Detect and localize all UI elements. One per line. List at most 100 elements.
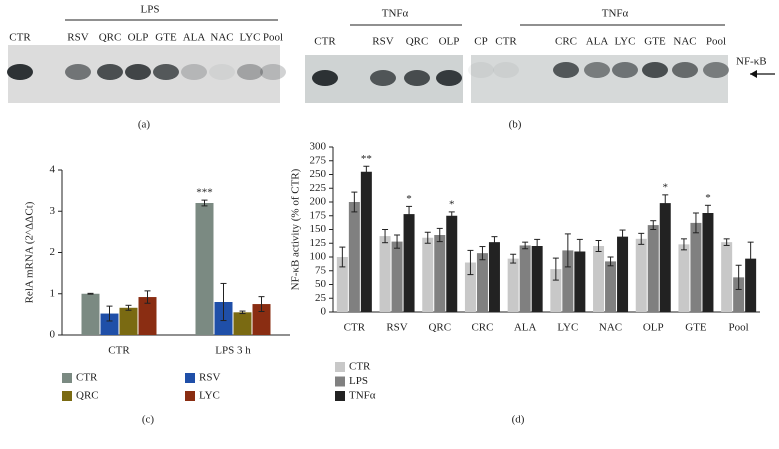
error-bar <box>735 264 742 290</box>
y-tick-label: 300 <box>310 141 327 153</box>
error-bar <box>436 227 443 243</box>
lane-label: LYC <box>615 36 636 48</box>
bar <box>690 222 702 312</box>
bar <box>507 258 519 312</box>
x-tick-label: OLP <box>643 322 664 334</box>
bar <box>647 225 659 312</box>
error-bar <box>351 191 358 213</box>
y-axis-label: RelA mRNA (2^ΔΔCt) <box>24 201 36 303</box>
gel-band <box>153 64 179 80</box>
significance-label: *** <box>196 187 213 199</box>
error-bar <box>479 246 486 261</box>
error-bar <box>339 246 346 268</box>
bar <box>403 214 415 312</box>
y-tick-label: 125 <box>310 237 327 249</box>
error-bar <box>220 282 227 322</box>
lane-label: Pool <box>263 32 283 44</box>
lane-label: GTE <box>155 32 177 44</box>
bar <box>138 297 157 335</box>
y-tick-label: 0 <box>50 329 56 341</box>
bar <box>550 269 562 312</box>
gel-band <box>436 70 462 86</box>
gel-band <box>493 62 519 78</box>
error-bar <box>201 199 208 207</box>
bar <box>195 203 214 335</box>
y-tick-label: 175 <box>310 209 327 221</box>
caption: (b) <box>509 119 522 131</box>
bar <box>574 251 586 312</box>
lane-label: ALA <box>586 36 609 48</box>
error-bar <box>87 292 94 295</box>
gel-header: TNFα <box>602 8 629 20</box>
x-tick-label: Pool <box>729 322 749 334</box>
error-bar <box>747 241 754 276</box>
lane-label: NAC <box>210 32 233 44</box>
lane-label: CTR <box>314 36 336 48</box>
error-bar <box>363 165 370 178</box>
error-bar <box>607 256 614 267</box>
error-bar <box>704 204 711 222</box>
y-tick-label: 75 <box>315 264 327 276</box>
error-bar <box>424 231 431 244</box>
gel-band <box>97 64 123 80</box>
error-bar <box>448 211 455 221</box>
legend-swatch <box>62 373 72 383</box>
significance-label: ** <box>361 153 372 165</box>
legend-label: LYC <box>199 390 220 402</box>
y-tick-label: 100 <box>310 251 327 263</box>
error-bar <box>692 212 699 234</box>
bar <box>488 242 500 312</box>
error-bar <box>510 253 517 264</box>
bar <box>562 250 574 312</box>
lane-label: ALA <box>183 32 206 44</box>
bar <box>702 213 714 312</box>
x-tick-label: CTR <box>344 322 366 334</box>
error-bar <box>239 310 246 315</box>
lane-label: GTE <box>644 36 666 48</box>
lane-label: LYC <box>240 32 261 44</box>
y-tick-label: 25 <box>315 292 327 304</box>
error-bar <box>522 241 529 250</box>
gel-band <box>370 70 396 86</box>
gel-band <box>703 62 729 78</box>
lane-label: RSV <box>67 32 88 44</box>
x-tick-label: GTE <box>685 322 707 334</box>
lane-label: OLP <box>128 32 149 44</box>
x-tick-label: CTR <box>108 345 130 357</box>
bar <box>434 235 446 312</box>
bar <box>348 202 360 312</box>
bar <box>233 312 252 335</box>
legend-label: CTR <box>76 372 98 384</box>
bar <box>659 203 671 312</box>
lane-label: Pool <box>706 36 726 48</box>
error-bar <box>650 220 657 230</box>
y-tick-label: 0 <box>321 306 327 318</box>
bar <box>379 236 391 312</box>
bar <box>617 236 629 312</box>
bar <box>336 257 348 312</box>
lane-label: CTR <box>495 36 517 48</box>
legend-swatch <box>185 373 195 383</box>
bar <box>81 293 100 335</box>
x-tick-label: QRC <box>428 322 451 334</box>
lane-label: CTR <box>9 32 31 44</box>
legend-label: TNFα <box>349 390 376 402</box>
caption: (d) <box>512 414 525 426</box>
error-bar <box>723 238 730 246</box>
significance-label: * <box>705 192 711 204</box>
error-bar <box>491 236 498 249</box>
y-axis-label: NF-κB activity (% of CTR) <box>290 168 302 290</box>
legend-swatch <box>62 391 72 401</box>
bar <box>252 304 271 335</box>
x-tick-label: RSV <box>386 322 407 334</box>
legend-swatch <box>335 362 345 372</box>
bar <box>519 245 531 312</box>
gel-band <box>584 62 610 78</box>
gel-band <box>181 64 207 80</box>
lane-label: QRC <box>99 32 122 44</box>
significance-label: * <box>406 193 412 205</box>
bar <box>635 238 647 312</box>
x-tick-label: ALA <box>514 322 537 334</box>
bar <box>422 237 434 312</box>
